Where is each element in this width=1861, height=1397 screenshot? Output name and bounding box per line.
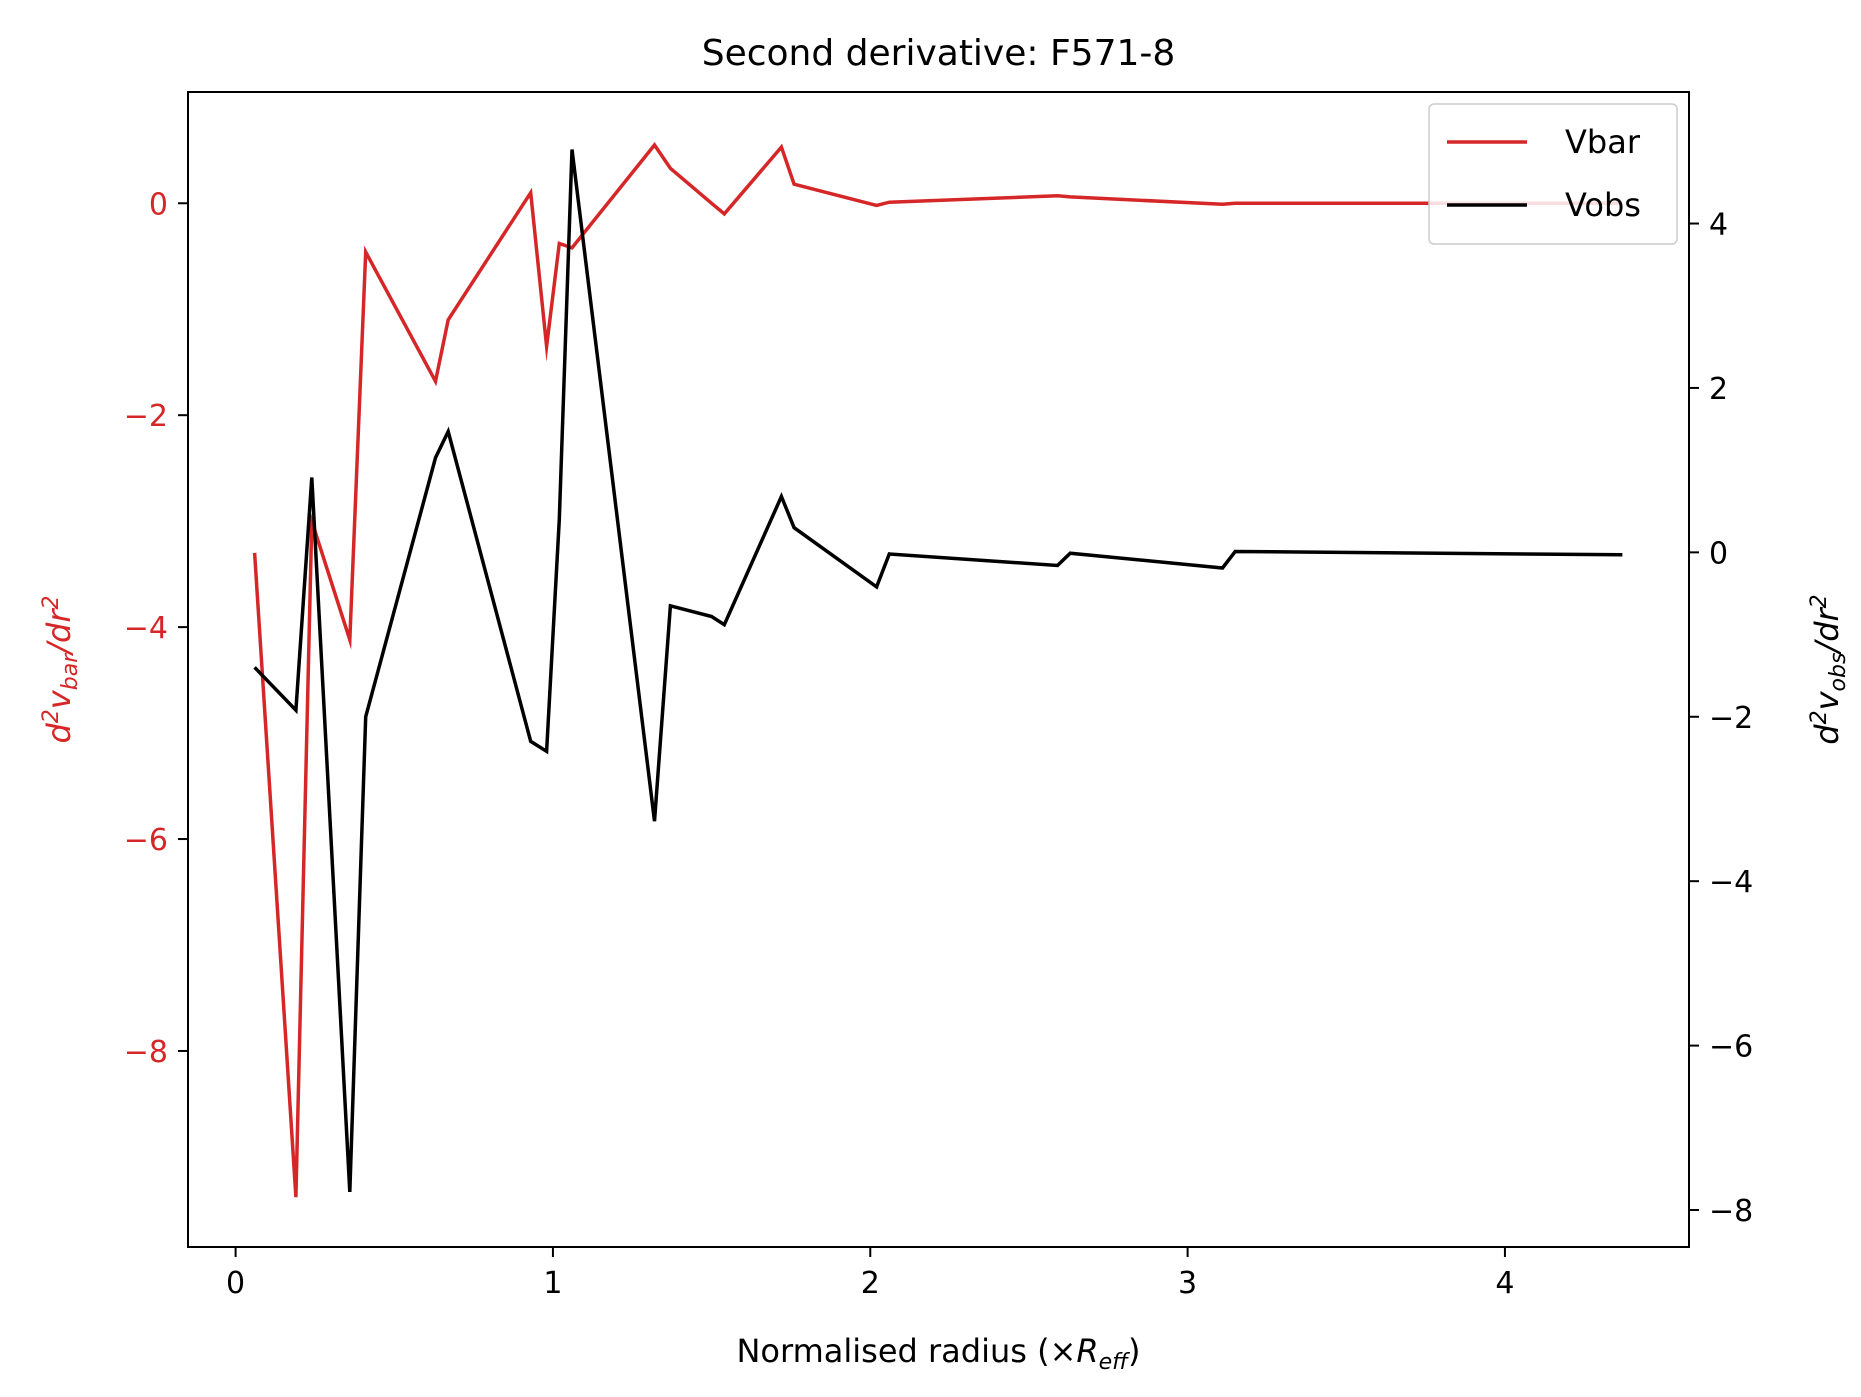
right-y-tick-label: 2 <box>1709 372 1728 407</box>
legend: Vbar Vobs <box>1428 103 1678 245</box>
right-y-tick-label: −6 <box>1709 1030 1753 1065</box>
left-y-tick-label: 0 <box>149 187 168 222</box>
left-y-tick-label: −4 <box>124 611 168 646</box>
x-tick-label: 1 <box>543 1266 562 1301</box>
x-axis-ticks: 0 1 2 3 4 <box>226 1247 1514 1301</box>
series-line-vbar <box>252 142 1623 1198</box>
left-y-tick-label: −2 <box>124 399 168 434</box>
legend-box <box>1428 103 1678 245</box>
legend-label-vobs: Vobs <box>1565 186 1641 224</box>
x-axis-label: Normalised radius (×Reff) <box>736 1332 1140 1375</box>
right-y-tick-label: 0 <box>1709 536 1728 571</box>
chart-title: Second derivative: F571-8 <box>702 33 1176 74</box>
x-tick-label: 3 <box>1178 1266 1197 1301</box>
right-y-tick-label: −4 <box>1709 865 1753 900</box>
plot-area <box>187 91 1690 1248</box>
right-y-tick-label: −2 <box>1709 701 1753 736</box>
x-tick-label: 0 <box>226 1266 245 1301</box>
axes-frame <box>187 91 1690 1248</box>
right-y-tick-label: −8 <box>1709 1194 1753 1229</box>
series-line-vobs <box>253 149 1623 1192</box>
left-y-axis-label: d2vbar/dr2 <box>39 596 83 744</box>
right-y-axis-label: d2vobs/dr2 <box>1807 594 1851 744</box>
left-y-axis-ticks: 0 −2 −4 −6 −8 <box>124 187 188 1070</box>
right-y-tick-label: 4 <box>1709 208 1728 243</box>
x-tick-label: 2 <box>861 1266 880 1301</box>
left-y-tick-label: −8 <box>124 1035 168 1070</box>
right-y-axis-ticks: 4 2 0 −2 −4 −6 −8 <box>1689 208 1753 1229</box>
series-layer <box>252 142 1623 1198</box>
legend-label-vbar: Vbar <box>1565 123 1641 161</box>
left-y-tick-label: −6 <box>124 823 168 858</box>
x-tick-label: 4 <box>1495 1266 1514 1301</box>
